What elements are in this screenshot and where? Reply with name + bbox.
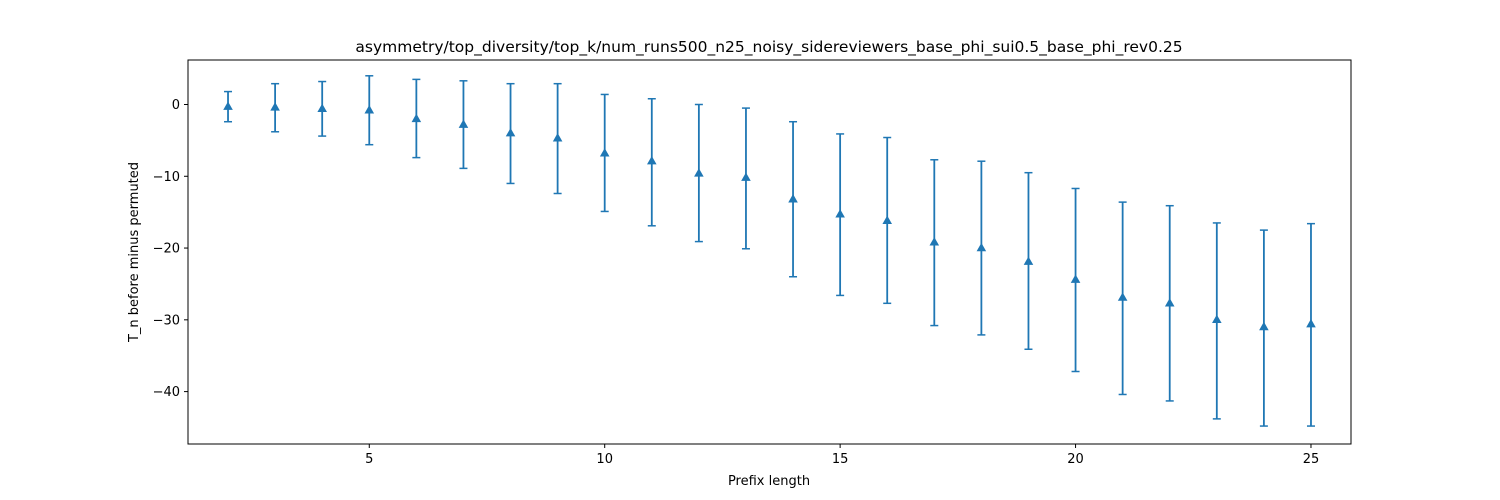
data-point-marker	[1212, 314, 1222, 324]
data-point-marker	[929, 237, 940, 246]
data-point-marker	[1259, 321, 1269, 331]
data-point-marker	[1070, 274, 1081, 283]
y-axis-ticks: 0 −10 −20 −30 −40	[153, 98, 188, 400]
data-point-marker	[1164, 298, 1175, 307]
data-point-marker	[1306, 318, 1316, 328]
x-axis-label: Prefix length	[728, 474, 810, 489]
data-point-marker	[788, 194, 798, 203]
data-point-marker	[317, 103, 327, 113]
data-point-marker	[1023, 256, 1034, 265]
data-point-marker	[741, 172, 751, 181]
data-point-marker	[976, 242, 987, 252]
data-point-marker	[223, 101, 233, 110]
y-axis-label: T_n before minus permuted	[127, 162, 142, 343]
x-tick-label: 5	[365, 452, 373, 467]
data-point-marker	[882, 215, 892, 225]
x-tick-label: 10	[596, 452, 613, 467]
plot-frame	[187, 59, 1352, 445]
data-point-marker	[694, 168, 704, 177]
y-tick-label: −20	[153, 242, 180, 257]
x-tick-label: 25	[1303, 452, 1320, 467]
y-tick-label: −30	[153, 313, 180, 328]
x-axis-ticks: 5 10 15 20 25	[365, 444, 1319, 467]
data-point-marker	[364, 105, 375, 114]
data-point-marker	[411, 113, 422, 123]
data-point-marker	[647, 156, 657, 165]
markers-group	[223, 101, 1316, 331]
data-point-marker	[505, 128, 516, 137]
data-point-marker	[270, 102, 280, 111]
data-point-marker	[599, 148, 610, 157]
data-point-marker	[458, 119, 469, 128]
data-point-marker	[552, 133, 563, 142]
y-tick-label: −40	[153, 385, 180, 400]
x-tick-label: 20	[1067, 452, 1084, 467]
x-tick-label: 15	[832, 452, 849, 467]
y-tick-label: 0	[172, 98, 180, 113]
chart-title: asymmetry/top_diversity/top_k/num_runs50…	[355, 38, 1182, 57]
data-point-marker	[835, 209, 845, 218]
plot-area	[188, 60, 1351, 444]
data-point-marker	[1117, 292, 1128, 301]
y-tick-label: −10	[153, 170, 180, 185]
